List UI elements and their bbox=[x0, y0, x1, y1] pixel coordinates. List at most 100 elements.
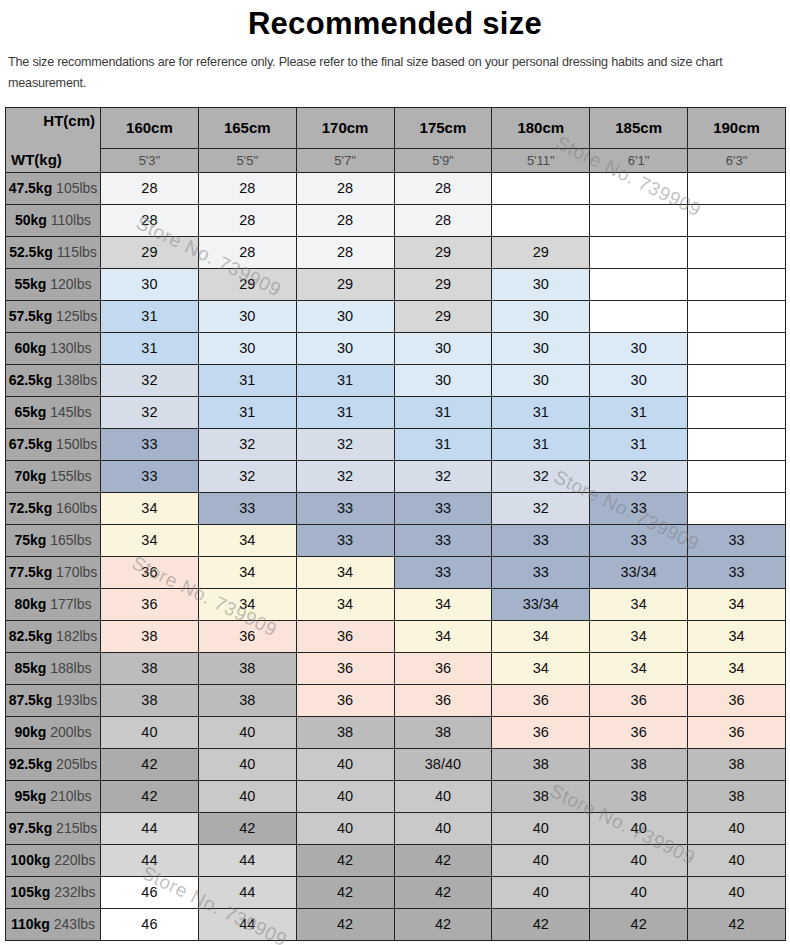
size-cell: 31 bbox=[590, 396, 688, 428]
size-cell: 32 bbox=[198, 428, 296, 460]
height-header-ft-cell: 5'7" bbox=[296, 148, 394, 172]
size-cell bbox=[492, 204, 590, 236]
size-cell bbox=[590, 300, 688, 332]
size-cell: 36 bbox=[101, 556, 199, 588]
size-cell: 42 bbox=[101, 780, 199, 812]
size-cell: 33/34 bbox=[492, 588, 590, 620]
weight-lbs-label: 130lbs bbox=[50, 340, 91, 356]
height-header-ft-cell: 5'5" bbox=[198, 148, 296, 172]
weight-lbs-label: 243lbs bbox=[54, 916, 95, 932]
size-cell: 33 bbox=[590, 524, 688, 556]
size-cell: 29 bbox=[394, 236, 492, 268]
size-cell bbox=[492, 172, 590, 204]
table-row: 50kg 110lbs28282828 bbox=[6, 204, 786, 236]
size-cell: 34 bbox=[590, 588, 688, 620]
size-cell: 40 bbox=[198, 716, 296, 748]
size-cell: 30 bbox=[198, 300, 296, 332]
size-cell: 34 bbox=[688, 588, 786, 620]
size-cell: 31 bbox=[492, 396, 590, 428]
weight-lbs-label: 215lbs bbox=[56, 820, 97, 836]
table-row: 92.5kg 205lbs42404038/40383838 bbox=[6, 748, 786, 780]
size-cell: 31 bbox=[101, 300, 199, 332]
size-cell: 38 bbox=[101, 684, 199, 716]
weight-header-cell: 67.5kg 150lbs bbox=[6, 428, 101, 460]
size-cell: 34 bbox=[296, 556, 394, 588]
size-cell: 33 bbox=[101, 428, 199, 460]
size-cell: 31 bbox=[296, 364, 394, 396]
size-cell: 38 bbox=[492, 748, 590, 780]
size-cell: 42 bbox=[394, 876, 492, 908]
table-row: 52.5kg 115lbs2928282929 bbox=[6, 236, 786, 268]
size-cell: 38 bbox=[198, 652, 296, 684]
weight-kg-label: 80kg bbox=[14, 596, 46, 612]
weight-kg-label: 110kg bbox=[11, 916, 50, 932]
height-ft-row: 5'3"5'5"5'7"5'9"5'11"6'1"6'3" bbox=[6, 148, 786, 172]
size-cell: 42 bbox=[296, 908, 394, 940]
size-cell: 36 bbox=[590, 716, 688, 748]
table-row: 75kg 165lbs34343333333333 bbox=[6, 524, 786, 556]
corner-header-cell: HT(cm) WT(kg) bbox=[6, 107, 101, 172]
weight-lbs-label: 182lbs bbox=[56, 628, 97, 644]
size-cell: 33 bbox=[296, 524, 394, 556]
table-row: 67.5kg 150lbs333232313131 bbox=[6, 428, 786, 460]
table-row: 80kg 177lbs3634343433/343434 bbox=[6, 588, 786, 620]
size-cell: 34 bbox=[688, 652, 786, 684]
size-cell: 30 bbox=[492, 364, 590, 396]
table-row: 82.5kg 182lbs38363634343434 bbox=[6, 620, 786, 652]
size-cell: 33 bbox=[492, 524, 590, 556]
size-cell: 32 bbox=[590, 460, 688, 492]
size-cell: 42 bbox=[296, 876, 394, 908]
size-cell: 40 bbox=[296, 780, 394, 812]
weight-header-cell: 92.5kg 205lbs bbox=[6, 748, 101, 780]
size-cell: 34 bbox=[492, 620, 590, 652]
size-cell: 30 bbox=[492, 268, 590, 300]
size-cell: 36 bbox=[198, 620, 296, 652]
height-header-ft-cell: 5'3" bbox=[101, 148, 199, 172]
size-cell bbox=[688, 204, 786, 236]
size-cell: 40 bbox=[492, 844, 590, 876]
size-cell: 40 bbox=[590, 844, 688, 876]
weight-header-cell: 77.5kg 170lbs bbox=[6, 556, 101, 588]
weight-header-cell: 110kg 243lbs bbox=[6, 908, 101, 940]
size-cell: 32 bbox=[394, 460, 492, 492]
weight-lbs-label: 145lbs bbox=[50, 404, 91, 420]
weight-lbs-label: 160lbs bbox=[56, 500, 97, 516]
weight-lbs-label: 210lbs bbox=[50, 788, 91, 804]
weight-header-cell: 85kg 188lbs bbox=[6, 652, 101, 684]
weight-header-cell: 57.5kg 125lbs bbox=[6, 300, 101, 332]
table-row: 47.5kg 105lbs28282828 bbox=[6, 172, 786, 204]
table-body: 47.5kg 105lbs2828282850kg 110lbs28282828… bbox=[6, 172, 786, 940]
weight-header-cell: 70kg 155lbs bbox=[6, 460, 101, 492]
size-cell: 29 bbox=[296, 268, 394, 300]
size-cell: 28 bbox=[198, 204, 296, 236]
weight-lbs-label: 165lbs bbox=[50, 532, 91, 548]
weight-lbs-label: 205lbs bbox=[56, 756, 97, 772]
weight-kg-label: 82.5kg bbox=[9, 628, 53, 644]
size-cell: 44 bbox=[101, 844, 199, 876]
weight-kg-label: 72.5kg bbox=[9, 500, 53, 516]
size-cell: 33 bbox=[394, 524, 492, 556]
size-cell: 34 bbox=[198, 524, 296, 556]
size-cell: 33 bbox=[198, 492, 296, 524]
size-cell: 33 bbox=[394, 556, 492, 588]
size-cell: 31 bbox=[198, 364, 296, 396]
weight-kg-label: 70kg bbox=[14, 468, 46, 484]
size-cell: 34 bbox=[101, 492, 199, 524]
weight-kg-label: 97.5kg bbox=[9, 820, 53, 836]
weight-kg-label: 65kg bbox=[14, 404, 46, 420]
weight-lbs-label: 150lbs bbox=[56, 436, 97, 452]
size-cell: 33 bbox=[688, 524, 786, 556]
weight-kg-label: 52.5kg bbox=[9, 244, 53, 260]
table-row: 95kg 210lbs42404040383838 bbox=[6, 780, 786, 812]
weight-lbs-label: 220lbs bbox=[54, 852, 95, 868]
weight-header-cell: 100kg 220lbs bbox=[6, 844, 101, 876]
weight-header-cell: 60kg 130lbs bbox=[6, 332, 101, 364]
size-cell: 40 bbox=[101, 716, 199, 748]
size-cell: 42 bbox=[198, 812, 296, 844]
size-cell: 31 bbox=[198, 396, 296, 428]
size-cell: 34 bbox=[296, 588, 394, 620]
size-cell: 46 bbox=[101, 876, 199, 908]
size-cell: 40 bbox=[590, 876, 688, 908]
disclaimer-text: The size recommendations are for referen… bbox=[8, 52, 782, 94]
table-row: 87.5kg 193lbs38383636363636 bbox=[6, 684, 786, 716]
